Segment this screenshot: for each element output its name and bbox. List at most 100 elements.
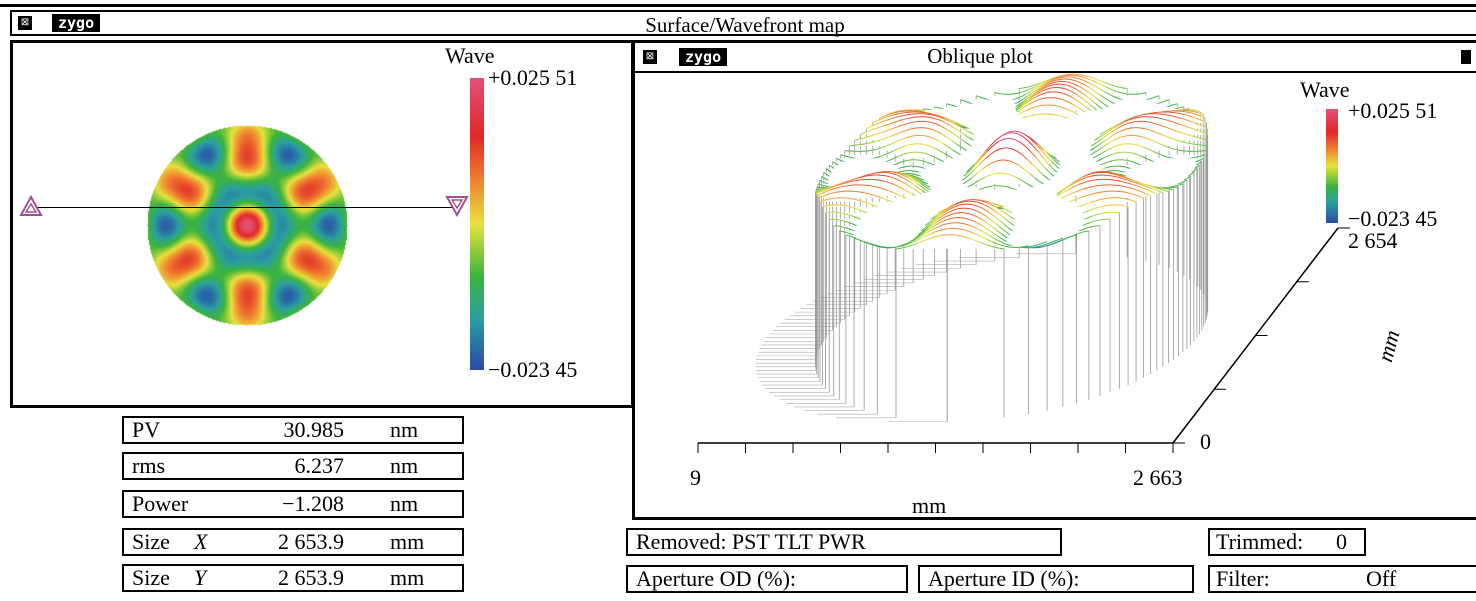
surface-trace-segment	[1005, 209, 1011, 213]
surface-trace-segment	[1073, 234, 1077, 237]
surface-trace-segment	[1043, 149, 1050, 156]
surface-trace-segment	[1015, 176, 1022, 181]
surface-trace-segment	[1092, 225, 1097, 228]
surface-trace-segment	[1039, 104, 1044, 107]
surface-trace-segment	[924, 235, 928, 237]
surface-trace-segment	[1019, 141, 1025, 147]
surface-trace-segment	[1064, 188, 1070, 193]
surface-trace-segment	[990, 231, 995, 235]
surface-trace-segment	[953, 121, 959, 125]
surface-trace-segment	[938, 210, 944, 215]
result-row-power: Power −1.208 nm	[122, 490, 464, 518]
surface-trace-segment	[879, 174, 886, 177]
surface-trace-segment	[845, 227, 850, 230]
surface-trace-segment	[1187, 119, 1193, 123]
surface-trace-segment	[1089, 214, 1095, 218]
surface-trace-segment	[1045, 151, 1052, 157]
surface-trace-segment	[1043, 82, 1047, 85]
surface-trace-segment	[940, 220, 944, 223]
surface-trace-segment	[873, 194, 879, 198]
surface-trace-segment	[1019, 131, 1026, 135]
surface-trace-segment	[923, 239, 926, 242]
surface-trace-segment	[887, 150, 893, 155]
surface-trace-segment	[1164, 145, 1171, 149]
surface-trace-segment	[865, 174, 871, 177]
surface-trace-segment	[910, 121, 916, 124]
close-box-icon[interactable]: ⊠	[643, 50, 657, 64]
surface-trace-segment	[1116, 143, 1122, 147]
surface-trace-segment	[896, 138, 902, 143]
surface-trace-segment	[893, 111, 899, 114]
surface-trace-segment	[1040, 85, 1045, 88]
surface-trace-segment	[1114, 151, 1120, 155]
surface-trace-segment	[914, 189, 921, 194]
surface-trace-segment	[1016, 133, 1023, 137]
surface-trace-segment	[963, 199, 969, 202]
surface-trace-segment	[1048, 79, 1052, 81]
surface-trace-segment	[1149, 138, 1155, 143]
surface-trace-segment	[914, 179, 921, 184]
surface-trace-segment	[1145, 157, 1152, 162]
surface-trace-segment	[1181, 108, 1186, 111]
surface-trace-segment	[1176, 139, 1182, 143]
surface-trace-segment	[854, 179, 860, 182]
surface-trace-segment	[955, 134, 961, 140]
result-value: −1.208	[282, 491, 344, 516]
surface-trace-segment	[1097, 146, 1104, 151]
surface-trace-segment	[923, 143, 930, 147]
surface-trace-segment	[1083, 76, 1086, 79]
surface-trace-segment	[908, 241, 912, 244]
surface-trace-segment	[828, 197, 834, 200]
surface-trace-segment	[954, 122, 960, 126]
surface-trace-segment	[864, 201, 870, 205]
surface-trace-segment	[1029, 95, 1034, 100]
surface-trace-segment	[890, 133, 896, 137]
surface-trace-segment	[1107, 172, 1114, 175]
surface-trace-segment	[1042, 174, 1049, 180]
surface-trace-segment	[1017, 106, 1022, 111]
surface-trace-segment	[892, 148, 898, 152]
profile-start-triangle-icon[interactable]	[19, 195, 43, 217]
surface-trace-segment	[1114, 123, 1120, 127]
surface-trace-segment	[1028, 90, 1032, 94]
surface-trace-segment	[1071, 103, 1077, 107]
surface-trace-segment	[1198, 157, 1204, 162]
surface-trace-segment	[932, 137, 938, 141]
surface-trace-segment	[963, 100, 967, 103]
close-box-icon[interactable]: ⊠	[18, 16, 32, 30]
surface-trace-segment	[846, 231, 851, 235]
surface-trace-segment	[959, 130, 965, 136]
trimmed-label: Trimmed:	[1216, 529, 1304, 554]
surface-trace-segment	[992, 202, 998, 206]
surface-trace-segment	[1153, 186, 1159, 190]
surface-trace-segment	[1044, 243, 1049, 246]
surface-trace-segment	[999, 237, 1004, 240]
surface-trace-segment	[815, 190, 821, 194]
profile-end-triangle-icon[interactable]	[445, 195, 469, 217]
surface-trace-segment	[1113, 89, 1116, 92]
surface-trace-segment	[906, 159, 912, 162]
surface-trace-segment	[978, 211, 983, 215]
surface-trace-segment	[1083, 94, 1088, 98]
surface-trace-segment	[1007, 186, 1014, 190]
surface-trace-segment	[984, 154, 991, 160]
surface-trace-segment	[1029, 88, 1032, 90]
surface-trace-segment	[1049, 78, 1052, 80]
surface-trace-segment	[986, 244, 989, 246]
surface-trace-segment	[816, 193, 822, 197]
surface-trace-segment	[1069, 191, 1075, 195]
surface-trace-segment	[928, 227, 932, 231]
surface-trace-segment	[1067, 89, 1072, 92]
surface-trace-segment	[1036, 113, 1041, 116]
surface-trace-segment	[929, 116, 935, 119]
close-box-icon[interactable]	[1461, 50, 1471, 64]
surface-trace-segment	[1090, 200, 1096, 203]
profile-line[interactable]	[28, 207, 458, 208]
surface-map-image[interactable]	[145, 123, 349, 327]
surface-trace-segment	[1091, 171, 1098, 174]
surface-trace-segment	[878, 196, 884, 199]
surface-trace-segment	[970, 213, 975, 217]
result-name: PV	[132, 417, 161, 442]
surface-trace-segment	[1008, 137, 1015, 140]
surface-trace-segment	[913, 240, 917, 243]
